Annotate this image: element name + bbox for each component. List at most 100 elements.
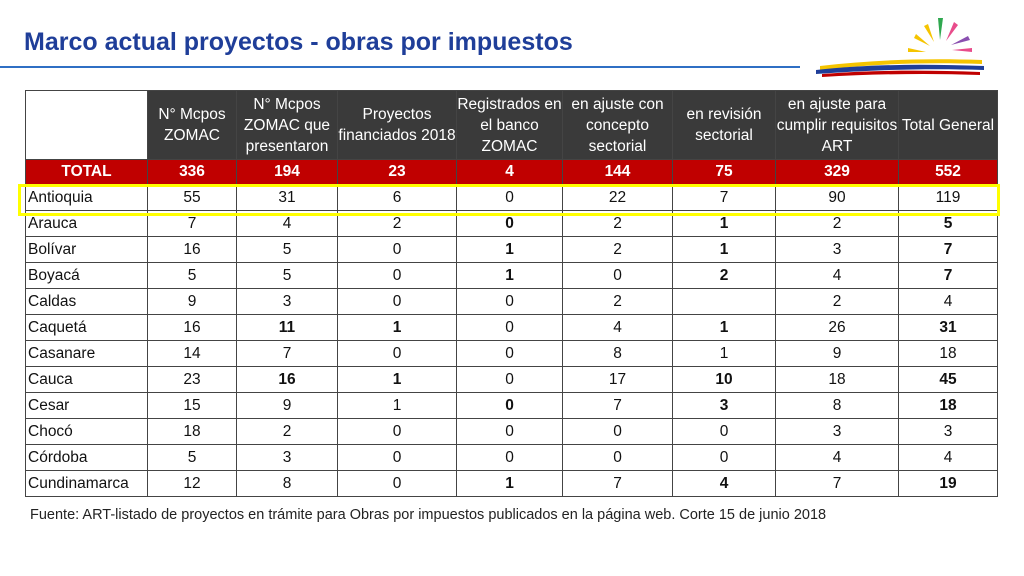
table-cell: 0 xyxy=(456,392,563,419)
department-name: Caldas xyxy=(25,288,148,315)
table-cell: 0 xyxy=(337,262,457,289)
antioquia-highlight-box xyxy=(18,184,1000,216)
table-cell: 26 xyxy=(775,314,899,341)
table-row: Casanare 14 7 0 0 8 1 9 18 xyxy=(25,340,998,367)
table-cell: 1 xyxy=(672,340,776,367)
table-cell: 3 xyxy=(236,288,338,315)
table-cell: 0 xyxy=(672,418,776,445)
source-note: Fuente: ART-listado de proyectos en trám… xyxy=(30,507,827,523)
table-cell: 2 xyxy=(672,262,776,289)
table-cell: 4 xyxy=(775,262,899,289)
table-cell: 3 xyxy=(236,444,338,471)
table-cell: 0 xyxy=(337,288,457,315)
table-cell: 8 xyxy=(775,392,899,419)
table-cell: 16 xyxy=(147,314,237,341)
table-cell: 0 xyxy=(337,444,457,471)
table-cell xyxy=(672,288,776,315)
table-cell: 1 xyxy=(456,470,563,497)
table-cell: 16 xyxy=(236,366,338,393)
department-name: Boyacá xyxy=(25,262,148,289)
department-name: Casanare xyxy=(25,340,148,367)
table-cell: 7 xyxy=(562,392,673,419)
table-cell: 23 xyxy=(147,366,237,393)
table-cell: 3 xyxy=(775,418,899,445)
table-cell: 45 xyxy=(898,366,998,393)
table-cell: 5 xyxy=(147,262,237,289)
header-cell: N° Mcpos ZOMAC xyxy=(147,90,237,160)
table-cell: 3 xyxy=(898,418,998,445)
table-header-row: N° Mcpos ZOMAC N° Mcpos ZOMAC que presen… xyxy=(25,90,998,160)
table-cell: 0 xyxy=(562,444,673,471)
table-cell: 1 xyxy=(672,314,776,341)
table-cell: 2 xyxy=(562,288,673,315)
table-cell: 4 xyxy=(456,159,563,185)
department-name: Cauca xyxy=(25,366,148,393)
page-title: Marco actual proyectos - obras por impue… xyxy=(24,28,573,56)
table-cell: 552 xyxy=(898,159,998,185)
table-cell: 4 xyxy=(775,444,899,471)
table-cell: 15 xyxy=(147,392,237,419)
table-cell: 3 xyxy=(775,236,899,263)
table-cell: 1 xyxy=(337,314,457,341)
table-cell: 7 xyxy=(898,262,998,289)
table-cell: 0 xyxy=(337,418,457,445)
table-cell: 7 xyxy=(775,470,899,497)
table-cell: 0 xyxy=(562,262,673,289)
table-cell: 1 xyxy=(337,392,457,419)
department-name: Antioquia xyxy=(25,184,148,211)
table-cell: 8 xyxy=(562,340,673,367)
table-cell: 9 xyxy=(147,288,237,315)
table-cell: 18 xyxy=(775,366,899,393)
table-cell: 4 xyxy=(898,288,998,315)
table-cell: 194 xyxy=(236,159,338,185)
header-cell: N° Mcpos ZOMAC que presentaron xyxy=(236,90,338,160)
table-row: Córdoba 5 3 0 0 0 0 4 4 xyxy=(25,444,998,471)
table-cell: 336 xyxy=(147,159,237,185)
header-cell: en ajuste para cumplir requisitos ART xyxy=(775,90,899,160)
table-cell: 18 xyxy=(898,340,998,367)
table-cell: 18 xyxy=(147,418,237,445)
table-row: Caldas 9 3 0 0 2 2 4 xyxy=(25,288,998,315)
table-cell: 18 xyxy=(898,392,998,419)
department-name: Cesar xyxy=(25,392,148,419)
header-cell xyxy=(25,90,148,160)
table-cell: 4 xyxy=(562,314,673,341)
table-cell: 14 xyxy=(147,340,237,367)
table-cell: 23 xyxy=(337,159,457,185)
table-cell: 4 xyxy=(898,444,998,471)
table-cell: 4 xyxy=(672,470,776,497)
header-cell: Registrados en el banco ZOMAC xyxy=(456,90,563,160)
table-cell: 1 xyxy=(456,236,563,263)
table-row: Bolívar 16 5 0 1 2 1 3 7 xyxy=(25,236,998,263)
table-row: Cundinamarca 12 8 0 1 7 4 7 19 xyxy=(25,470,998,497)
table-cell: 7 xyxy=(562,470,673,497)
table-cell: 11 xyxy=(236,314,338,341)
title-underline xyxy=(0,66,800,68)
table-cell: 1 xyxy=(337,366,457,393)
table-row: Caquetá 16 11 1 0 4 1 26 31 xyxy=(25,314,998,341)
department-name: Cundinamarca xyxy=(25,470,148,497)
logo-icon xyxy=(816,18,984,77)
table-cell: 3 xyxy=(672,392,776,419)
table-cell: 2 xyxy=(562,236,673,263)
table-cell: 2 xyxy=(775,288,899,315)
total-row: TOTAL 336 194 23 4 144 75 329 552 xyxy=(25,159,998,185)
table-cell: 0 xyxy=(456,340,563,367)
table-cell: 8 xyxy=(236,470,338,497)
table-cell: 0 xyxy=(672,444,776,471)
table-cell: 0 xyxy=(337,340,457,367)
table-cell: 12 xyxy=(147,470,237,497)
table-cell: 0 xyxy=(456,366,563,393)
table-cell: 17 xyxy=(562,366,673,393)
table-cell: 1 xyxy=(672,236,776,263)
table-cell: 5 xyxy=(147,444,237,471)
table-cell: 329 xyxy=(775,159,899,185)
table-cell: 5 xyxy=(236,262,338,289)
department-name: Córdoba xyxy=(25,444,148,471)
table-cell: 75 xyxy=(672,159,776,185)
header-cell: Total General xyxy=(898,90,998,160)
table-cell: 9 xyxy=(236,392,338,419)
department-name: Caquetá xyxy=(25,314,148,341)
header-cell: en ajuste con concepto sectorial xyxy=(562,90,673,160)
table-cell: 0 xyxy=(337,470,457,497)
